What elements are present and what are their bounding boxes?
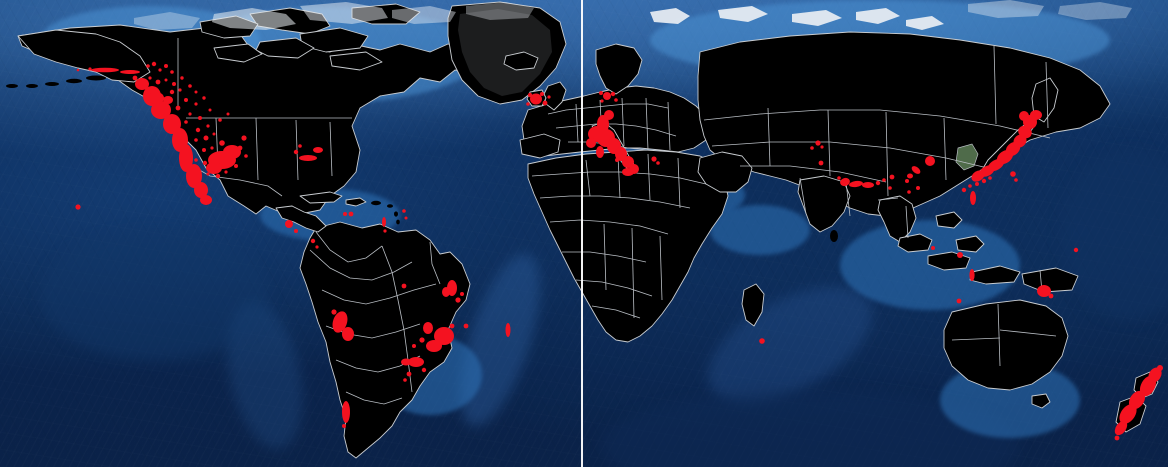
aleutian-islands <box>6 75 106 88</box>
iberian-peninsula <box>520 134 560 158</box>
korea-peninsula <box>955 143 979 171</box>
iceland <box>504 52 538 70</box>
points-taiwan-ryukyu <box>961 176 992 205</box>
greenland-ice-sheet <box>458 9 552 96</box>
central-america <box>276 206 326 232</box>
points-japan <box>971 110 1042 182</box>
tasmania <box>1032 394 1050 408</box>
africa <box>528 150 728 342</box>
arctic-islands <box>650 6 944 30</box>
point-hawaii <box>75 204 81 210</box>
points-europe <box>526 91 660 176</box>
pacific-abyssal-plain <box>40 230 270 360</box>
caribbean-islands <box>300 192 400 225</box>
prime-meridian-line <box>581 0 583 467</box>
points-himalaya <box>837 174 895 188</box>
points-new-zealand <box>1114 365 1163 441</box>
point-reunion <box>759 338 765 344</box>
point-micronesia <box>1073 247 1079 253</box>
scandinavia <box>596 44 642 94</box>
sri-lanka <box>830 230 838 242</box>
australia <box>944 300 1068 390</box>
north-pacific-deep <box>1060 150 1168 320</box>
points-china <box>888 156 935 194</box>
sea-ice-and-snow <box>134 0 1132 30</box>
greenland <box>448 2 566 104</box>
arabian-peninsula <box>698 152 752 192</box>
points-alaska <box>76 67 161 106</box>
points-south-america <box>331 280 511 428</box>
madagascar <box>742 284 764 326</box>
points-maritime-southeast-asia <box>931 246 975 304</box>
points-western-north-america <box>144 61 323 205</box>
points-central-america-caribbean <box>285 209 408 249</box>
points-caucasus-central-asia <box>810 140 824 166</box>
papua-new-guinea <box>1022 268 1078 292</box>
south-america <box>300 222 470 458</box>
points-papua-new-guinea <box>1037 285 1054 299</box>
india <box>798 176 850 232</box>
